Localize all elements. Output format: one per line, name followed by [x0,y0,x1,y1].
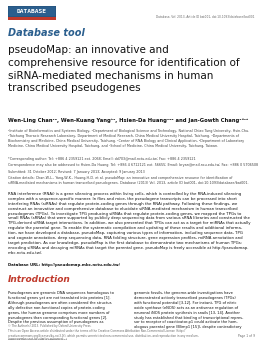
FancyBboxPatch shape [8,6,56,17]
Text: Database URL: http://pseudomap.mbc.nctu.edu.tw/: Database URL: http://pseudomap.mbc.nctu.… [8,263,120,267]
Text: DATABASE: DATABASE [17,9,47,14]
Text: pseudoMap: an innovative and
comprehensive resource for identification of
siRNA-: pseudoMap: an innovative and comprehensi… [8,45,240,94]
Text: Submitted: 31 October 2012; Revised: 7 January 2013; Accepted: 9 January 2013: Submitted: 31 October 2012; Revised: 7 J… [8,170,145,174]
Text: Database tool: Database tool [8,28,85,38]
Text: Introduction: Introduction [8,275,71,284]
Text: (page number not for citation purposes): (page number not for citation purposes) [8,337,63,340]
Text: genomic fossils, the genome-wide investigations have
demonstrated actively trans: genomic fossils, the genome-wide investi… [134,291,243,329]
Text: Pseudogenes are genomic DNA sequences homologous to
functional genes yet are not: Pseudogenes are genomic DNA sequences ho… [8,291,114,324]
Text: © The Author(s) 2013. Published by Oxford University Press.
This is an Open Acce: © The Author(s) 2013. Published by Oxfor… [8,324,199,340]
Text: Correspondence may also be addressed to Hsien-Da Huang. Tel: +886 4 6712121 ext.: Correspondence may also be addressed to … [8,163,258,167]
Text: *Corresponding author: Tel: +886 4 2359121 ext. 2068; Email: dd703@mail.nctu.edu: *Corresponding author: Tel: +886 4 23591… [8,157,196,161]
Text: Wen-Ling Chan¹², Wen-Kuang Yang³⁴, Hsien-Da Huang¹²⁹ and Jan-Gowth Chang¹⁶⁷⁸: Wen-Ling Chan¹², Wen-Kuang Yang³⁴, Hsien… [8,118,248,123]
Text: Page 1 of 9: Page 1 of 9 [238,334,255,338]
Text: Database, Vol. 2013, Article ID bat001, doi:10.1093/database/bat001: Database, Vol. 2013, Article ID bat001, … [156,15,255,19]
Text: RNA interference (RNAi) is a gene silencing process within living cells, which i: RNA interference (RNAi) is a gene silenc… [8,192,250,255]
FancyBboxPatch shape [8,17,56,20]
Text: ¹Institute of Bioinformatics and Systems Biology, ²Department of Biological Scie: ¹Institute of Bioinformatics and Systems… [8,129,249,148]
Text: Citation details: Chan,W-L., Yang,W-K., Huang,H-D. et al. pseudoMap: an innovati: Citation details: Chan,W-L., Yang,W-K., … [8,176,249,185]
